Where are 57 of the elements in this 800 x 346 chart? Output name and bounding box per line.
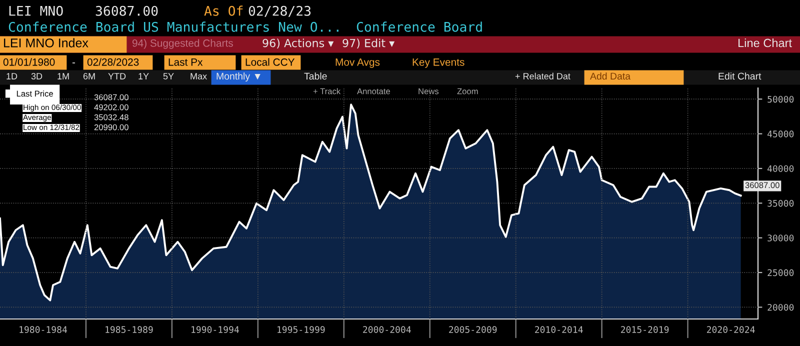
x-tick-label: 2010-2014	[535, 326, 583, 333]
annotation: Annotate	[357, 88, 390, 94]
y-tick-label: 35000	[768, 200, 794, 207]
x-tick-label: 1995-1999	[278, 326, 325, 333]
text: + Related Dat	[515, 72, 570, 80]
text: Local CCY	[246, 58, 295, 66]
text: Key Events	[412, 58, 464, 68]
text: LEI MNO	[9, 6, 63, 16]
text: 6M	[83, 73, 95, 80]
x-tick-label: 2015-2019	[621, 326, 669, 333]
text: Last Px	[168, 58, 203, 66]
text: -	[72, 62, 76, 64]
text: 36087.00	[96, 6, 158, 16]
legend-label: Last Price	[16, 90, 53, 97]
text: Conference Board US Manufacturers New O...	[8, 22, 338, 32]
y-tick-label: 20000	[768, 304, 794, 311]
text: 01/01/1980	[3, 58, 55, 66]
annotation: + Track	[313, 88, 341, 94]
text: As Of	[204, 6, 243, 16]
text: 5Y	[163, 73, 174, 80]
text: 02/28/2023	[87, 58, 139, 66]
text: 1M	[58, 73, 69, 80]
x-tick-label: 1990-1994	[192, 326, 239, 333]
annotation: 36087.00	[94, 94, 128, 100]
annotation: News	[418, 88, 439, 94]
annotation: 36087.00	[745, 182, 780, 188]
text: 97) Edit ▾	[342, 38, 395, 49]
annotation: 49202.00	[94, 104, 128, 110]
text: 02/28/23	[248, 6, 311, 17]
text: YTD	[108, 73, 126, 80]
text: Table	[304, 72, 327, 80]
x-tick-label: 2005-2009	[449, 326, 497, 333]
y-tick-label: 30000	[768, 234, 794, 242]
text: Max	[190, 73, 207, 80]
text: Line Chart	[738, 38, 792, 48]
y-tick-label: 25000	[768, 269, 794, 276]
annotation: 20990.00	[94, 124, 128, 130]
text: LEI MNO Index	[4, 38, 88, 48]
y-tick-label: 50000	[768, 96, 794, 103]
x-tick-label: 2000-2004	[363, 326, 411, 333]
x-tick-label: 1985-1989	[106, 326, 153, 333]
text: Conference Board	[356, 22, 482, 32]
annotation: 35032.48	[94, 114, 128, 120]
text: Mov Avgs	[336, 58, 380, 68]
text: 96) Actions ▾	[262, 38, 334, 49]
text: 94) Suggested Charts	[132, 39, 233, 49]
x-tick-label: 2020-2024	[706, 326, 755, 333]
text: 3D	[31, 73, 42, 80]
text: 1D	[6, 73, 18, 80]
text: Edit Chart	[718, 72, 762, 80]
y-tick-label: 45000	[767, 130, 794, 138]
text: 1Y	[138, 73, 149, 80]
annotation: Zoom	[457, 88, 478, 94]
x-tick-label: 1980-1984	[20, 326, 68, 333]
y-tick-label: 40000	[767, 165, 794, 172]
text: Add Data	[590, 72, 631, 80]
text: Monthly ▼	[216, 72, 260, 82]
